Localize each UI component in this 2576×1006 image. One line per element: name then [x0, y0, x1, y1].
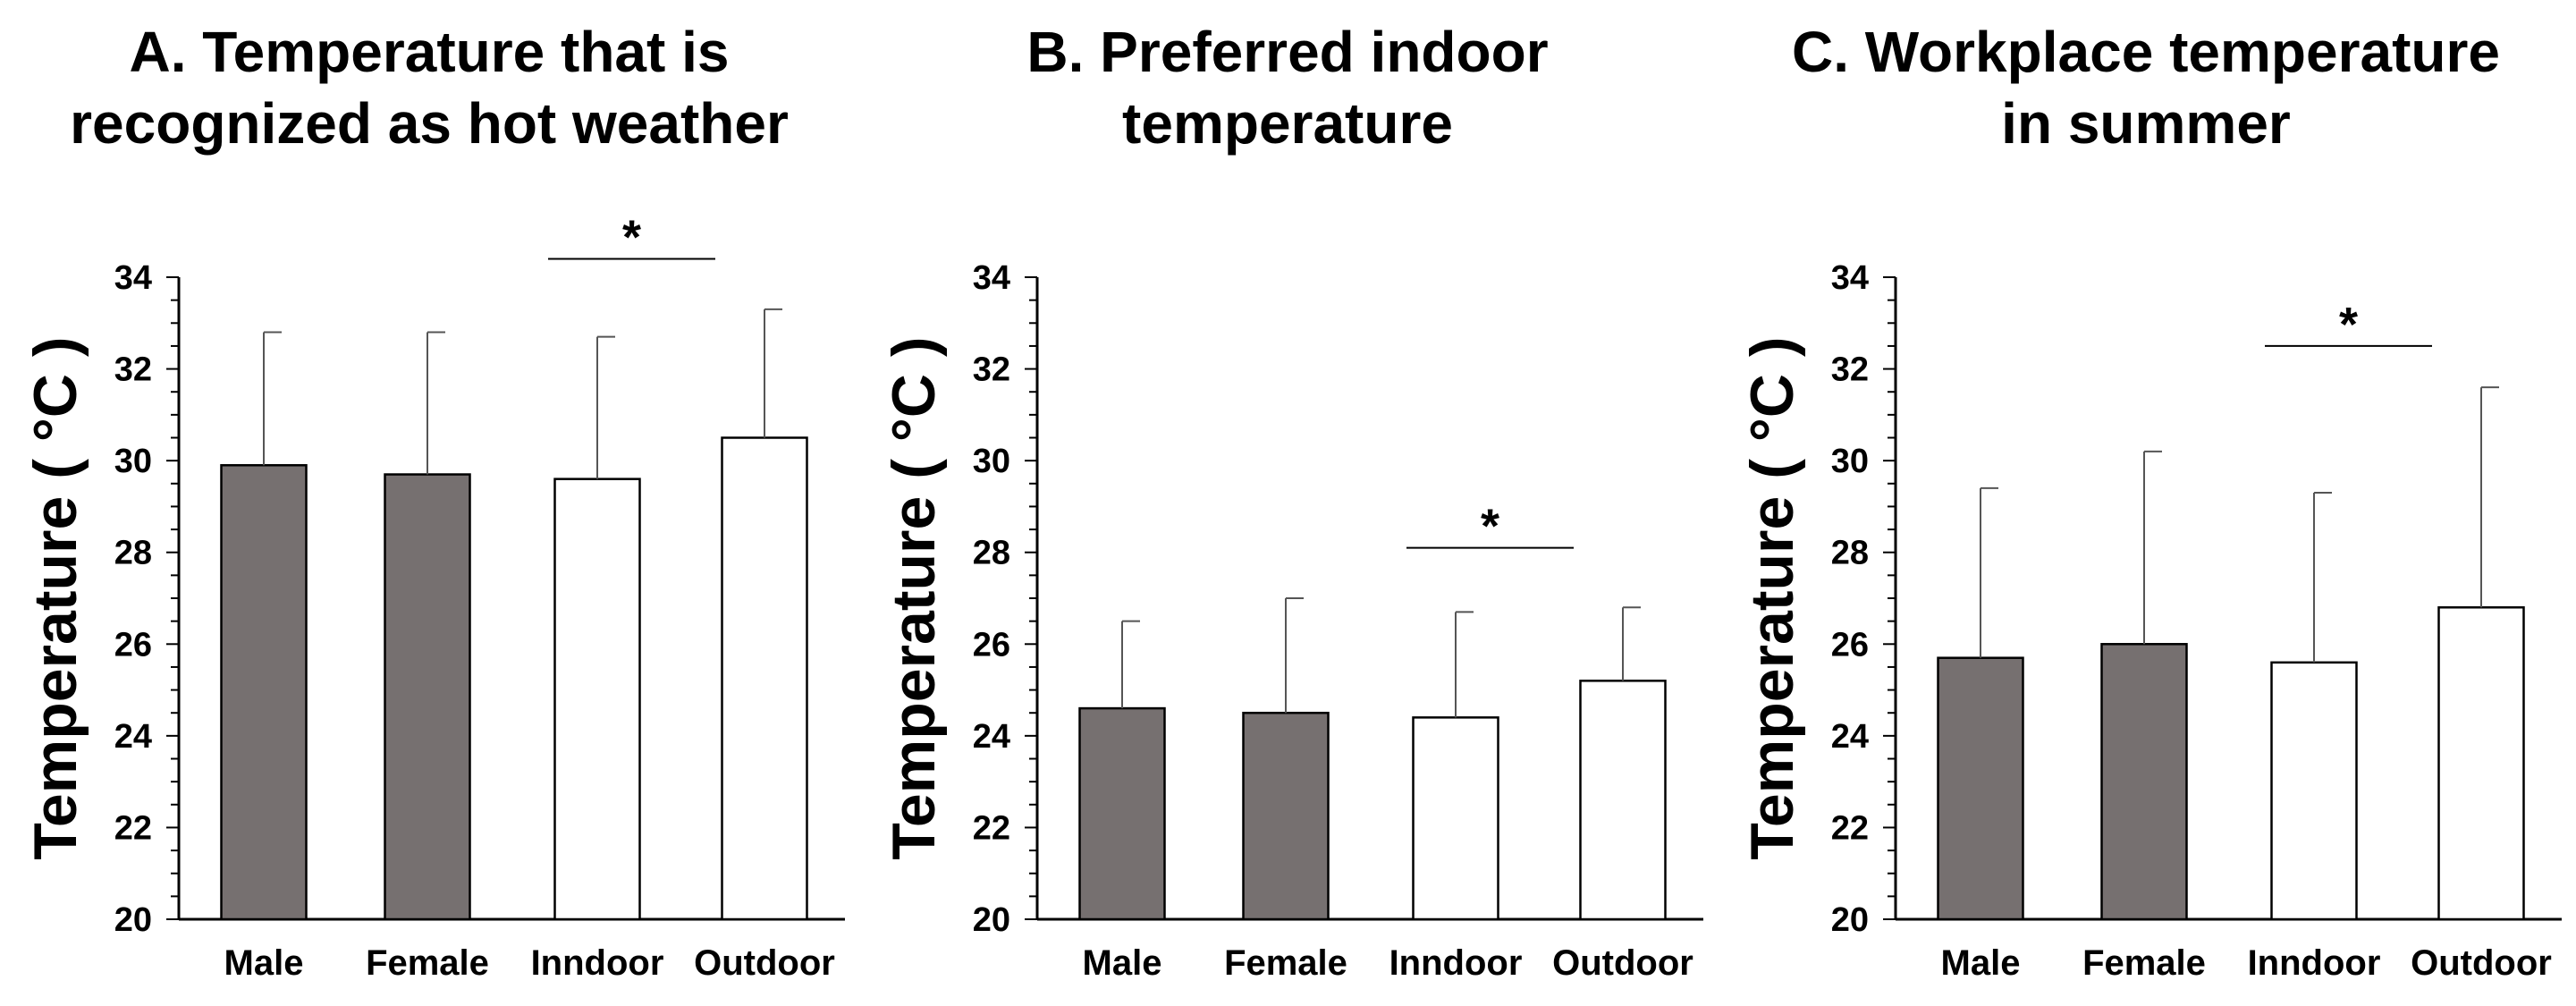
chart-title: C. Workplace temperature in summer [1717, 16, 2575, 159]
bar [220, 464, 308, 921]
x-category-label: Outdoor [2411, 943, 2552, 983]
chart-title: B. Preferred indoor temperature [858, 16, 1717, 159]
bar [2437, 606, 2525, 921]
x-category-label: Female [366, 943, 489, 983]
y-tick-label: 30 [973, 443, 1010, 480]
chart-plot: 20 22 24 26 28 30 32 34 Temperature ( °C ) Male Fe… [21, 210, 845, 983]
x-category-label: Male [224, 943, 304, 983]
y-tick-label: 30 [114, 443, 152, 480]
y-tick-label: 28 [1831, 535, 1869, 572]
chart-title-line-1: A. Temperature that is [129, 20, 730, 84]
y-tick-label: 26 [973, 626, 1010, 664]
x-category-label: Female [1224, 943, 1347, 983]
y-tick-label: 24 [114, 718, 152, 756]
x-category-label: Inndoor [1389, 943, 1523, 983]
y-tick-label: 24 [973, 718, 1010, 756]
significance-marker: * [1481, 500, 1499, 554]
y-tick-label: 34 [973, 259, 1010, 297]
y-tick-label: 20 [114, 901, 152, 939]
bar [1242, 711, 1330, 921]
chart-title-line-1: B. Preferred indoor [1026, 20, 1549, 84]
y-axis-label: Temperature ( °C ) [21, 336, 89, 859]
y-tick-label: 28 [973, 535, 1010, 572]
x-category-label: Female [2082, 943, 2206, 983]
bar [1412, 716, 1499, 921]
bar [553, 478, 641, 921]
y-tick-label: 30 [1831, 443, 1869, 480]
x-category-label: Male [1941, 943, 2021, 983]
chart-title-line-2: temperature [1122, 91, 1453, 156]
chart-plot: 20 22 24 26 28 30 32 34 Temperature ( °C ) Male Fe… [1738, 259, 2562, 983]
x-category-label: Outdoor [1552, 943, 1693, 983]
y-tick-label: 34 [1831, 259, 1869, 297]
y-tick-label: 34 [114, 259, 152, 297]
chart-title-line-1: C. Workplace temperature [1792, 20, 2500, 84]
x-category-label: Male [1083, 943, 1162, 983]
bar [1937, 656, 2024, 921]
chart-title-line-2: recognized as hot weather [70, 91, 789, 156]
bar [2100, 643, 2188, 921]
y-axis-label: Temperature ( °C ) [880, 336, 948, 859]
x-category-label: Inndoor [2248, 943, 2381, 983]
significance-marker: * [622, 210, 641, 264]
chart-title: A. Temperature that is recognized as hot… [0, 16, 858, 159]
y-tick-label: 26 [114, 626, 152, 664]
bar [721, 436, 808, 921]
significance-marker: * [2339, 298, 2358, 351]
y-tick-label: 24 [1831, 718, 1869, 756]
bar [1579, 680, 1667, 921]
bar [1078, 706, 1166, 921]
chart-panel-c: C. Workplace temperature in summer 20 22 2… [1717, 0, 2575, 1006]
y-tick-label: 20 [1831, 901, 1869, 939]
y-tick-label: 20 [973, 901, 1010, 939]
chart-panel-b: B. Preferred indoor temperature 20 22 24 26… [858, 0, 1717, 1006]
y-tick-label: 28 [114, 535, 152, 572]
y-tick-label: 26 [1831, 626, 1869, 664]
bar [384, 473, 471, 921]
chart-plot: 20 22 24 26 28 30 32 34 Temperature ( °C ) Male Fe… [880, 259, 1703, 983]
bar [2270, 661, 2358, 921]
x-category-label: Inndoor [531, 943, 664, 983]
chart-title-line-2: in summer [2001, 91, 2291, 156]
y-tick-label: 22 [973, 809, 1010, 847]
y-tick-label: 32 [973, 351, 1010, 389]
x-category-label: Outdoor [694, 943, 835, 983]
chart-panel-a: A. Temperature that is recognized as hot… [0, 0, 858, 1006]
y-tick-label: 32 [114, 351, 152, 389]
y-tick-label: 32 [1831, 351, 1869, 389]
y-axis-label: Temperature ( °C ) [1738, 336, 1806, 859]
y-tick-label: 22 [114, 809, 152, 847]
y-tick-label: 22 [1831, 809, 1869, 847]
